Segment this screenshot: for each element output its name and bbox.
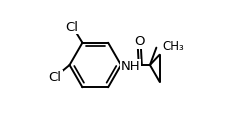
Text: O: O: [134, 35, 144, 48]
Text: NH: NH: [120, 60, 140, 73]
Text: Cl: Cl: [48, 71, 62, 84]
Text: CH₃: CH₃: [162, 40, 183, 53]
Text: Cl: Cl: [65, 21, 78, 34]
